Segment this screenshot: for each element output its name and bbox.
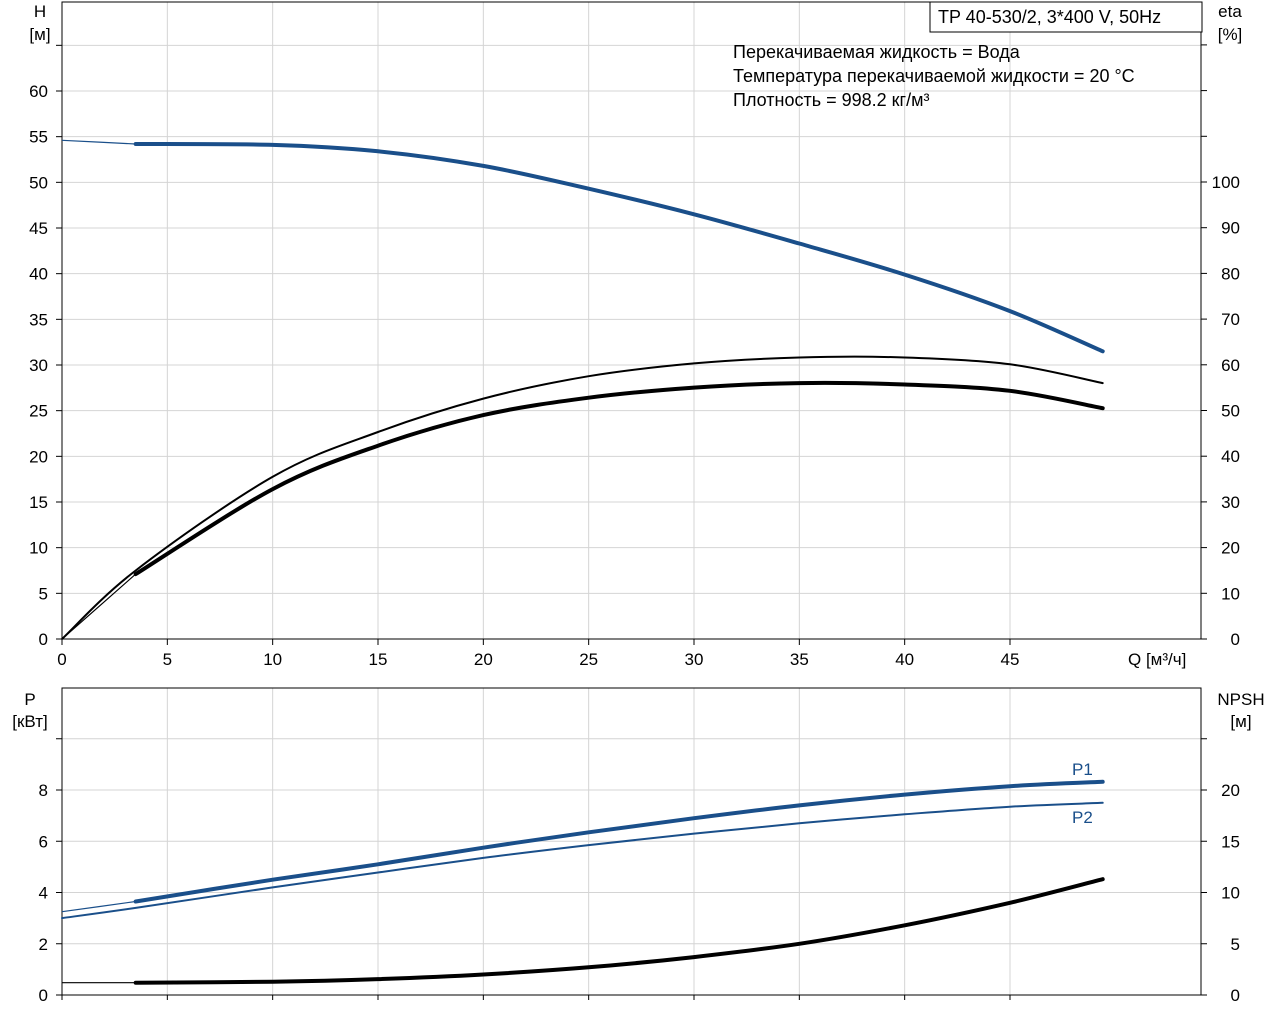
head-curve <box>133 142 1105 354</box>
head-tick-label: 20 <box>29 447 48 466</box>
power-tick-label: 2 <box>39 935 48 954</box>
head-tick-label: 50 <box>29 173 48 192</box>
npsh-axis-name: NPSH <box>1217 690 1264 709</box>
p1-series-label: P1 <box>1072 760 1093 779</box>
head-tick-label: 45 <box>29 219 48 238</box>
x-tick-label: 45 <box>1001 650 1020 669</box>
eta-tick-label: 80 <box>1221 264 1240 283</box>
npsh-tick-label: 0 <box>1231 986 1240 1005</box>
npsh-curve <box>133 877 1105 985</box>
head-axis-unit: [м] <box>29 25 50 44</box>
eta-tick-label: 90 <box>1221 219 1240 238</box>
power-tick-label: 0 <box>39 986 48 1005</box>
efficiency-2-curve <box>133 380 1105 577</box>
power-tick-label: 8 <box>39 781 48 800</box>
head-tick-label: 55 <box>29 128 48 147</box>
eta-axis-unit: [%] <box>1218 25 1243 44</box>
density-note: Плотность = 998.2 кг/м³ <box>733 90 929 110</box>
eta-tick-label: 100 <box>1212 173 1240 192</box>
top-series <box>61 139 1105 640</box>
temperature-note: Температура перекачиваемой жидкости = 20… <box>733 66 1135 86</box>
x-tick-label: 10 <box>263 650 282 669</box>
head-tick-label: 0 <box>39 630 48 649</box>
x-tick-label: 5 <box>163 650 172 669</box>
top-plot-frame <box>61 1 1202 640</box>
power-axis-name: P <box>24 690 35 709</box>
x-tick-label: 40 <box>895 650 914 669</box>
power-axis-unit: [кВт] <box>12 712 47 731</box>
eta-tick-label: 30 <box>1221 493 1240 512</box>
npsh-tick-label: 20 <box>1221 781 1240 800</box>
p1-curve-extension <box>61 900 136 913</box>
efficiency-2-curve-extension <box>61 573 137 640</box>
bottom-axis-ticks: 0 2 4 6 8 0 5 10 15 20 <box>39 738 1240 1005</box>
x-tick-label: 0 <box>57 650 66 669</box>
head-tick-label: 30 <box>29 356 48 375</box>
head-tick-label: 15 <box>29 493 48 512</box>
p2-curve <box>61 801 1104 920</box>
head-tick-label: 40 <box>29 265 48 284</box>
eta-axis-name: eta <box>1218 2 1242 21</box>
head-curve-extension <box>61 139 136 145</box>
efficiency-1-curve <box>61 355 1104 640</box>
x-tick-label: 15 <box>369 650 388 669</box>
x-tick-label: 20 <box>474 650 493 669</box>
power-tick-label: 6 <box>39 832 48 851</box>
p1-curve <box>133 779 1105 904</box>
x-tick-label: 25 <box>579 650 598 669</box>
eta-tick-label: 20 <box>1221 539 1240 558</box>
head-tick-label: 35 <box>29 310 48 329</box>
eta-tick-label: 10 <box>1221 584 1240 603</box>
eta-tick-label: 40 <box>1221 447 1240 466</box>
head-axis-name: H <box>34 2 46 21</box>
x-tick-label: 30 <box>685 650 704 669</box>
flow-axis-label: Q [м³/ч] <box>1128 650 1186 669</box>
npsh-tick-label: 15 <box>1221 832 1240 851</box>
title-box <box>929 1 1203 33</box>
chart-title: TP 40-530/2, 3*400 V, 50Hz <box>938 7 1161 27</box>
eta-tick-label: 70 <box>1221 310 1240 329</box>
npsh-axis-unit: [м] <box>1230 712 1251 731</box>
head-tick-label: 60 <box>29 82 48 101</box>
bottom-grid <box>62 688 1201 995</box>
npsh-tick-label: 5 <box>1231 935 1240 954</box>
eta-tick-label: 60 <box>1221 356 1240 375</box>
head-tick-label: 10 <box>29 539 48 558</box>
head-tick-label: 5 <box>39 584 48 603</box>
eta-tick-label: 50 <box>1221 402 1240 421</box>
power-tick-label: 4 <box>39 884 48 903</box>
eta-tick-label: 0 <box>1231 630 1240 649</box>
p2-series-label: P2 <box>1072 808 1093 827</box>
npsh-tick-label: 10 <box>1221 884 1240 903</box>
fluid-note: Перекачиваемая жидкость = Вода <box>733 42 1021 62</box>
top-axis-ticks: 0 5 10 15 20 25 30 35 40 45 0 5 10 15 20 25 30 35 40 45 50 55… <box>29 44 1240 669</box>
head-tick-label: 25 <box>29 402 48 421</box>
bottom-series <box>61 779 1105 985</box>
x-tick-label: 35 <box>790 650 809 669</box>
